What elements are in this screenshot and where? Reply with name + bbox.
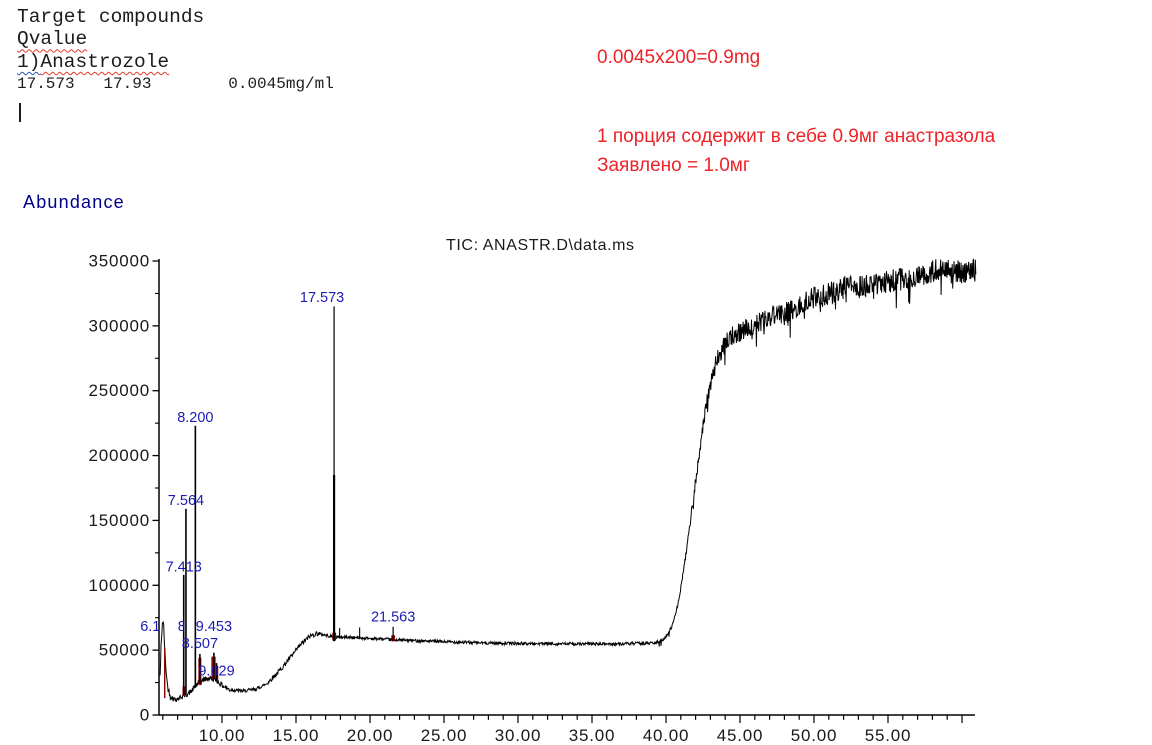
peak-label-7_564: 7.564 [168,493,204,509]
peak-label-8: 8 [178,619,186,635]
text-cursor[interactable] [19,103,21,122]
peak-label-9_629: 9.629 [198,663,234,679]
qvalue-line: Qvalue [17,28,88,51]
axes: 0 50000 100000 150000 200000 250000 300000 3500… [88,252,975,745]
x-tick-label: 20.00 [347,726,394,745]
tic-trace [159,258,977,703]
x-tick-label: 50.00 [791,726,838,745]
target-compounds-line: Target compounds [17,6,205,28]
y-tick-label: 0 [140,706,150,725]
peak-label-17_573: 17.573 [300,290,344,306]
retention-concentration-line: 17.573 17.93 0.0045mg/ml [17,75,334,94]
chart-title: TIC: ANASTR.D\data.ms [446,237,635,254]
compound-number: 1) [17,50,41,73]
x-tick-label: 15.00 [273,726,320,745]
y-tick-label: 200000 [88,446,150,465]
y-tick-label: 100000 [88,576,150,595]
y-tick-label: 250000 [88,381,150,400]
x-tick-label: 40.00 [643,726,690,745]
peak-spikes [182,306,394,695]
y-tick-label: 350000 [88,252,150,271]
compound-name: Anastrozole [40,50,170,73]
x-tick-label: 45.00 [717,726,764,745]
y-tick-label: 150000 [88,511,150,530]
x-tick-label: 25.00 [421,726,468,745]
y-tick-label: 300000 [88,316,150,335]
peak-label-8_200: 8.200 [177,410,213,426]
peak-label-9_453: 9.453 [196,619,232,635]
peak-label-7_413: 7.413 [166,560,202,576]
dose-calculation-note: 0.0045x200=0.9mg [597,47,761,68]
x-tick-label: 10.00 [199,726,246,745]
conclusion-note: 1 порция содержит в себе 0.9мг анастразо… [597,123,995,180]
x-tick-label: 55.00 [865,726,912,745]
peak-label-8_507: 8.507 [182,636,218,652]
compound-name-line: 1)Anastrozole [17,51,334,73]
target-compounds-text[interactable]: Target compounds Qvalue 1)Anastrozole 17… [17,6,334,96]
peak-label-6_1: 6.1 [140,619,160,635]
x-tick-label: 30.00 [495,726,542,745]
y-axis-title: Abundance [23,192,125,212]
peak-label-21_563: 21.563 [371,610,415,626]
portion-content-note: 1 порция содержит в себе 0.9мг анастразо… [597,126,996,147]
declared-amount-note: Заявлено = 1.0мг [597,154,750,176]
y-tick-label: 50000 [99,641,150,660]
x-tick-label: 35.00 [569,726,616,745]
tic-trace-line [159,258,977,703]
